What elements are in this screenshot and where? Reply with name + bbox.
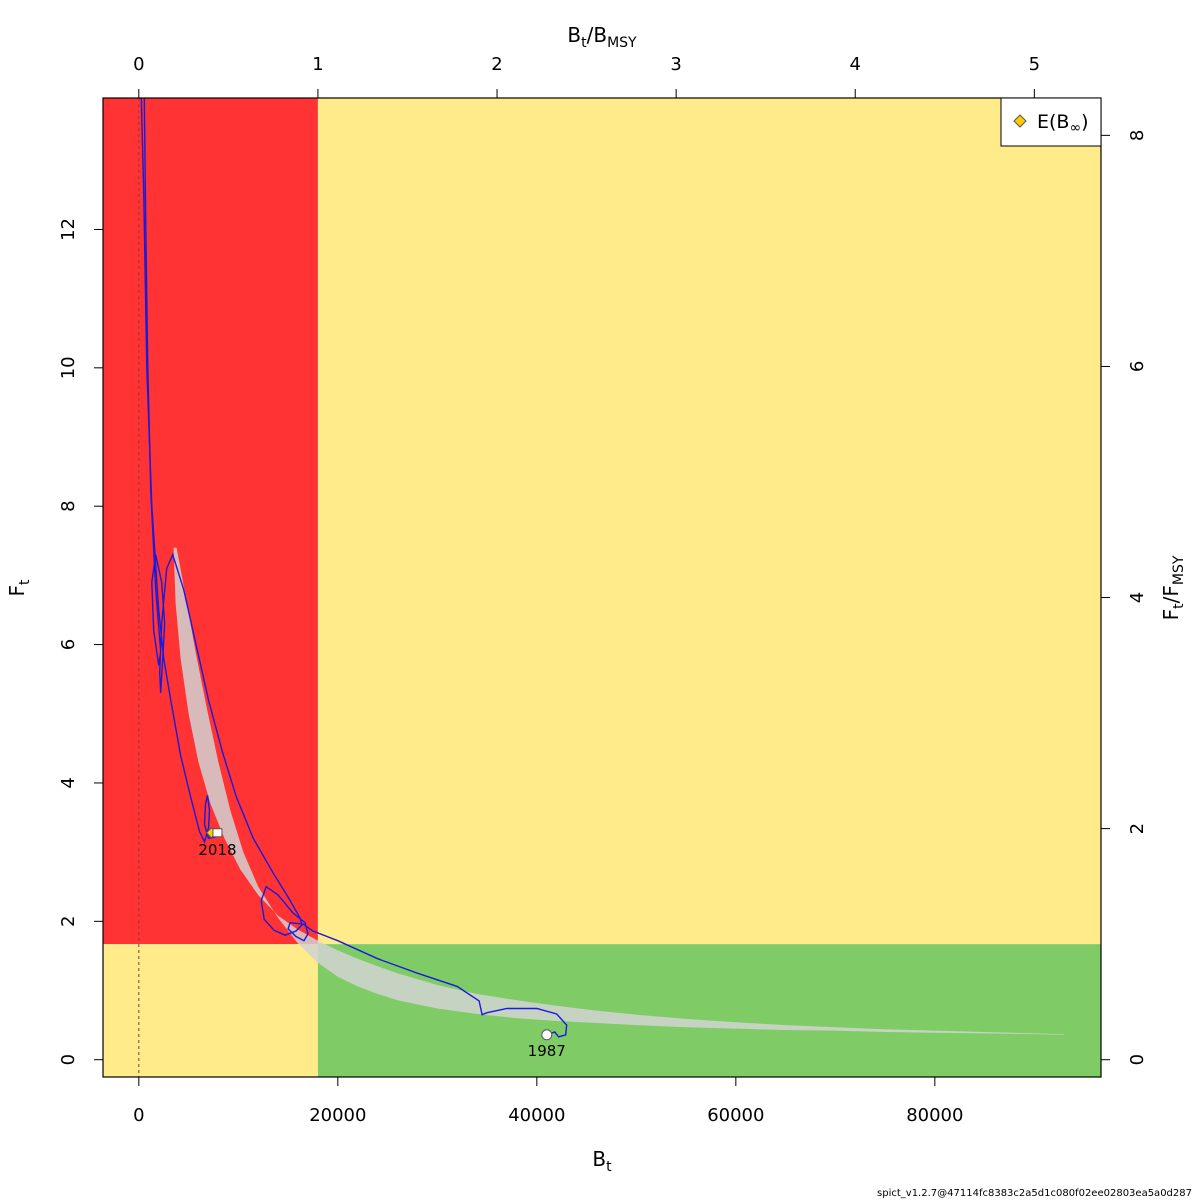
right-tick-label: 0 <box>1127 1054 1148 1065</box>
x-axis-title: Bt <box>592 1147 612 1175</box>
y-tick-label: 10 <box>58 356 79 379</box>
top-tick-label: 0 <box>133 54 144 75</box>
zone-layer <box>103 98 1101 1077</box>
y-axis-left: 0 2 4 6 8 10 12 <box>58 218 103 1065</box>
legend-diamond-icon <box>1013 114 1027 128</box>
x-tick-label: 20000 <box>309 1105 366 1126</box>
zone-green <box>317 944 1101 1077</box>
right-tick-label: 2 <box>1127 823 1148 834</box>
top-tick-label: 3 <box>670 54 681 75</box>
y-tick-label: 0 <box>58 1054 79 1065</box>
biomass-fishing-trajectory-tail <box>140 98 219 844</box>
x-axis-bottom: 0 20000 40000 60000 80000 <box>133 1077 963 1126</box>
legend: E(B∞) <box>1000 97 1102 147</box>
x-tick-label: 40000 <box>508 1105 565 1126</box>
y-tick-label: 2 <box>58 916 79 927</box>
end-point-marker <box>212 828 223 838</box>
start-point-marker <box>541 1029 553 1041</box>
y-tick-label: 4 <box>58 777 79 788</box>
x-tick-label: 0 <box>133 1105 144 1126</box>
top-tick-label: 4 <box>850 54 861 75</box>
zone-red <box>103 98 318 945</box>
x-axis-top: 0 1 2 3 4 5 <box>133 54 1040 98</box>
biomass-fishing-trajectory <box>143 98 568 1038</box>
legend-label: E(B∞) <box>1037 111 1089 136</box>
zone-yellow-bottom <box>103 944 318 1077</box>
y-tick-label: 8 <box>58 500 79 511</box>
plot-frame <box>102 97 1102 1078</box>
top-tick-label: 2 <box>491 54 502 75</box>
zone-yellow-top <box>317 98 1101 945</box>
right-axis-title: Ft/FMSY <box>1159 555 1187 620</box>
x-tick-label: 80000 <box>906 1105 963 1126</box>
right-tick-label: 8 <box>1127 130 1148 141</box>
y-axis-title: Ft <box>5 579 33 597</box>
end-year-label: 2018 <box>198 841 236 859</box>
y-axis-right: 0 2 4 6 8 <box>1101 130 1148 1065</box>
y-tick-label: 12 <box>58 218 79 241</box>
x-tick-label: 60000 <box>707 1105 764 1126</box>
start-year-label: 1987 <box>528 1042 566 1060</box>
right-tick-label: 6 <box>1127 361 1148 372</box>
top-tick-label: 1 <box>312 54 323 75</box>
version-footer: spict_v1.2.7@47114fc8383c2a5d1c080f02ee0… <box>877 1188 1192 1199</box>
y-tick-label: 6 <box>58 639 79 650</box>
top-axis-title: Bt/BMSY <box>567 23 637 51</box>
top-tick-label: 5 <box>1029 54 1040 75</box>
right-tick-label: 4 <box>1127 592 1148 603</box>
